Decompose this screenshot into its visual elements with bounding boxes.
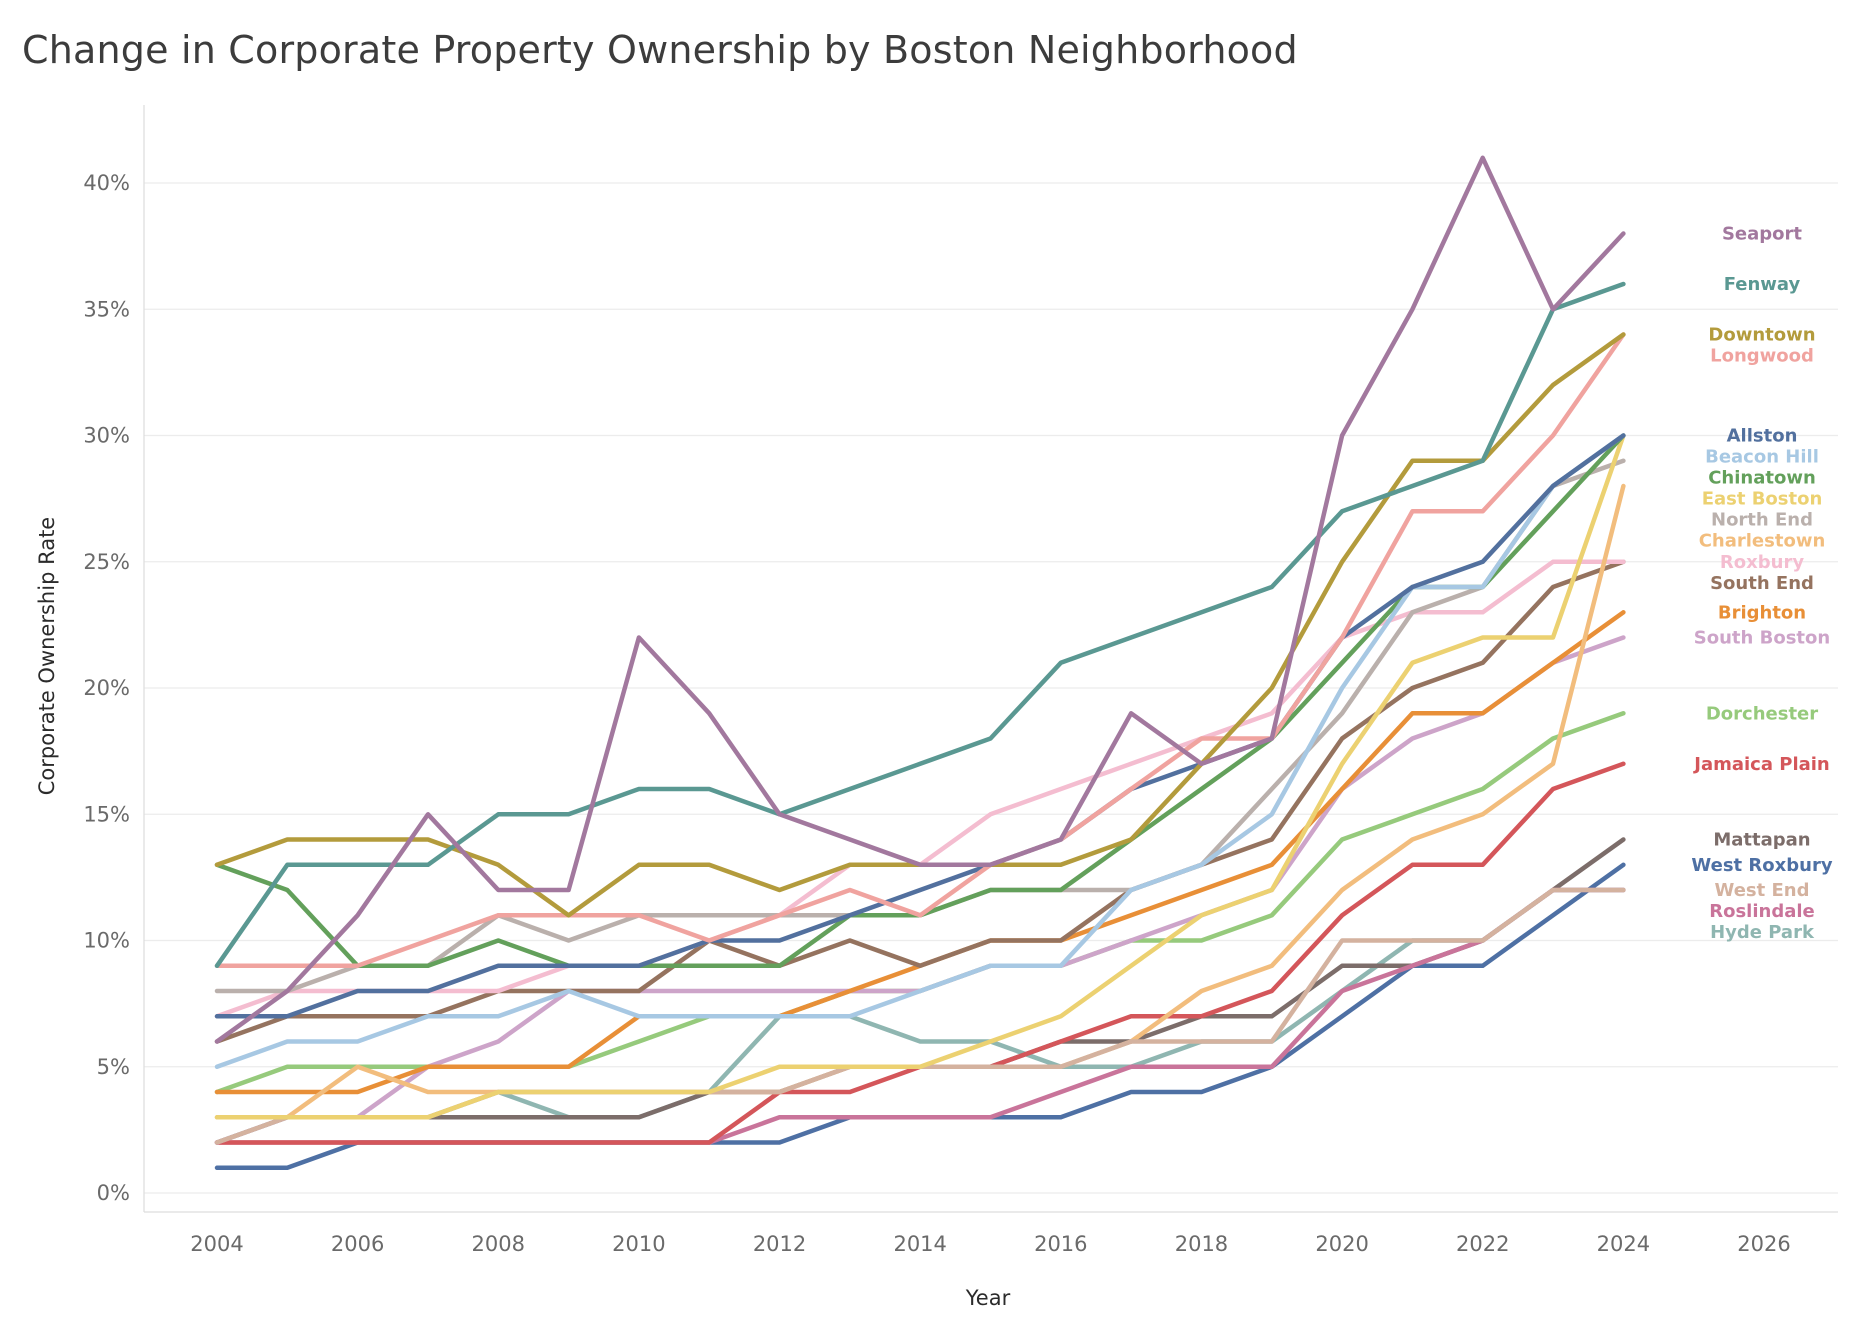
y-axis-ticks: 0% 5% 10% 15% 20% 25% 30% 35% 40% bbox=[83, 171, 130, 1205]
x-tick-label: 2016 bbox=[1034, 1232, 1087, 1256]
x-axis-ticks: 2004 2006 2008 2010 2012 2014 2016 2018 2020 2022… bbox=[190, 1232, 1790, 1256]
series-line-charlestown bbox=[214, 483, 1626, 1120]
series-line-south-end bbox=[214, 559, 1626, 1044]
series-line-roxbury bbox=[214, 559, 1626, 1019]
series-line-north-end bbox=[214, 458, 1626, 994]
series-line-east-boston bbox=[214, 433, 1626, 1120]
series-label-west-end: West End bbox=[1714, 880, 1809, 901]
series-line-fenway bbox=[214, 281, 1626, 969]
series-label-fenway: Fenway bbox=[1724, 274, 1801, 295]
series-line-downtown bbox=[214, 332, 1626, 918]
y-tick-label: 25% bbox=[83, 550, 130, 574]
series-line-longwood bbox=[214, 332, 1626, 969]
y-tick-label: 40% bbox=[83, 171, 130, 195]
series-label-east-boston: East Boston bbox=[1702, 489, 1823, 510]
y-axis-title: Corporate Ownership Rate bbox=[35, 517, 59, 795]
x-tick-label: 2026 bbox=[1737, 1232, 1790, 1256]
y-tick-label: 10% bbox=[83, 929, 130, 953]
x-tick-label: 2012 bbox=[753, 1232, 806, 1256]
x-tick-label: 2018 bbox=[1175, 1232, 1228, 1256]
series-label-south-end: South End bbox=[1710, 573, 1814, 594]
x-tick-label: 2024 bbox=[1597, 1232, 1650, 1256]
series-label-roxbury: Roxbury bbox=[1720, 552, 1804, 573]
x-tick-label: 2020 bbox=[1315, 1232, 1368, 1256]
y-tick-label: 20% bbox=[83, 676, 130, 700]
series-lines bbox=[214, 155, 1626, 1171]
x-tick-label: 2010 bbox=[612, 1232, 665, 1256]
x-tick-label: 2008 bbox=[472, 1232, 525, 1256]
series-label-jamaica-plain: Jamaica Plain bbox=[1692, 754, 1830, 775]
x-axis-title: Year bbox=[965, 1286, 1011, 1310]
series-label-downtown: Downtown bbox=[1708, 325, 1815, 346]
x-tick-label: 2006 bbox=[331, 1232, 384, 1256]
series-line-brighton bbox=[214, 610, 1626, 1095]
series-label-south-boston: South Boston bbox=[1694, 628, 1830, 649]
series-label-mattapan: Mattapan bbox=[1713, 830, 1810, 851]
series-label-west-roxbury: West Roxbury bbox=[1691, 855, 1832, 876]
series-label-charlestown: Charlestown bbox=[1699, 531, 1826, 552]
series-line-seaport bbox=[214, 155, 1626, 1044]
chart-title: Change in Corporate Property Ownership b… bbox=[22, 28, 1298, 72]
x-tick-label: 2004 bbox=[190, 1232, 243, 1256]
y-tick-label: 15% bbox=[83, 802, 130, 826]
y-tick-label: 5% bbox=[97, 1055, 130, 1079]
series-label-brighton: Brighton bbox=[1718, 602, 1806, 623]
y-tick-label: 35% bbox=[83, 297, 130, 321]
series-label-beacon-hill: Beacon Hill bbox=[1705, 447, 1819, 468]
y-tick-label: 30% bbox=[83, 424, 130, 448]
series-line-allston bbox=[214, 433, 1626, 1019]
y-tick-label: 0% bbox=[97, 1181, 130, 1205]
series-line-beacon-hill bbox=[214, 433, 1626, 1070]
series-line-jamaica-plain bbox=[214, 761, 1626, 1145]
series-label-chinatown: Chinatown bbox=[1708, 468, 1816, 489]
series-line-dorchester bbox=[214, 711, 1626, 1095]
series-label-roslindale: Roslindale bbox=[1709, 901, 1815, 922]
series-label-hyde-park: Hyde Park bbox=[1710, 922, 1815, 943]
series-label-dorchester: Dorchester bbox=[1706, 703, 1818, 724]
series-label-seaport: Seaport bbox=[1722, 224, 1802, 245]
series-label-allston: Allston bbox=[1727, 426, 1798, 447]
series-label-longwood: Longwood bbox=[1710, 346, 1814, 367]
x-tick-label: 2022 bbox=[1456, 1232, 1509, 1256]
x-tick-label: 2014 bbox=[893, 1232, 946, 1256]
series-label-north-end: North End bbox=[1711, 510, 1813, 531]
